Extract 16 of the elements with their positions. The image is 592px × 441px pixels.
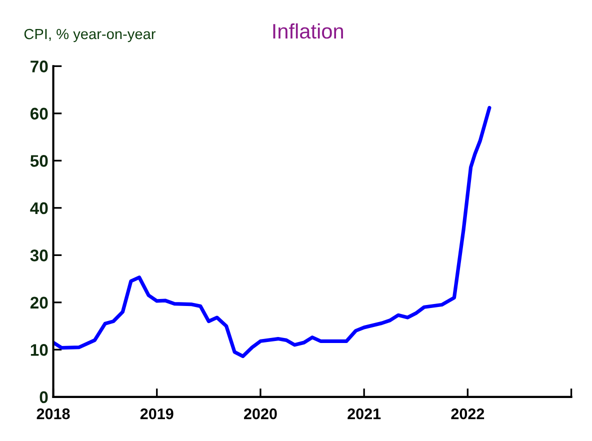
y-tick-label: 50	[30, 155, 48, 167]
chart-title: Inflation	[273, 23, 343, 39]
y-tick-label: 70	[30, 60, 48, 72]
y-tick-label: 0	[40, 391, 48, 404]
x-tick-label: 2020	[244, 408, 277, 420]
x-tick-label: 2022	[451, 408, 484, 420]
x-tick-label: 2021	[348, 408, 381, 420]
line-series	[53, 106, 492, 358]
x-tick-label: 2018	[36, 408, 70, 420]
y-tick-label: 40	[30, 202, 48, 214]
y-tick-label: 60	[30, 108, 48, 120]
x-tick-label: 2019	[140, 408, 174, 420]
y-tick-label: 10	[30, 344, 48, 356]
y-tick-label: 20	[30, 296, 48, 309]
y-axis-title: CPI, % year-on-year	[24, 28, 156, 42]
y-tick-label: 30	[30, 250, 48, 262]
